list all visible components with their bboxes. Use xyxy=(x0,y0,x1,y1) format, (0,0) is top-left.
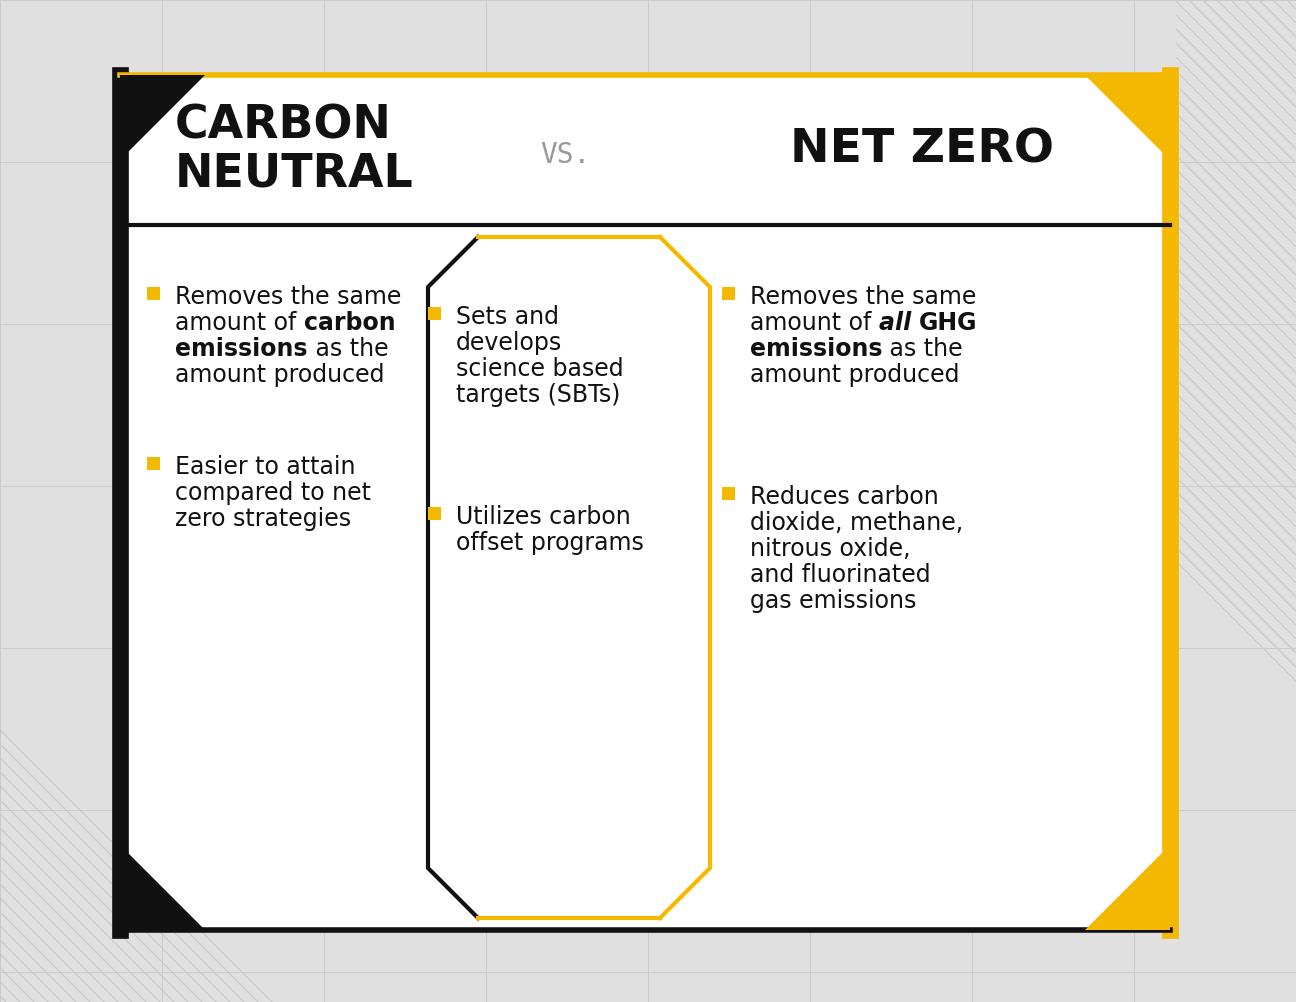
Text: nitrous oxide,: nitrous oxide, xyxy=(750,537,911,561)
Text: carbon: carbon xyxy=(303,311,395,335)
Text: as the: as the xyxy=(307,337,388,361)
Text: Sets and: Sets and xyxy=(456,305,559,329)
Polygon shape xyxy=(1085,845,1170,930)
FancyBboxPatch shape xyxy=(428,507,441,520)
Text: GHG: GHG xyxy=(919,311,978,335)
FancyBboxPatch shape xyxy=(146,287,159,300)
Polygon shape xyxy=(428,237,710,918)
FancyBboxPatch shape xyxy=(428,307,441,320)
Text: Utilizes carbon: Utilizes carbon xyxy=(456,505,631,529)
Text: VS.: VS. xyxy=(540,141,590,169)
Text: science based: science based xyxy=(456,357,623,381)
Text: NET ZERO: NET ZERO xyxy=(791,127,1054,172)
FancyBboxPatch shape xyxy=(722,287,735,300)
Polygon shape xyxy=(1085,75,1170,160)
Text: gas emissions: gas emissions xyxy=(750,589,916,613)
Text: emissions: emissions xyxy=(175,337,307,361)
Text: zero strategies: zero strategies xyxy=(175,507,351,531)
Polygon shape xyxy=(121,845,205,930)
Text: amount of: amount of xyxy=(175,311,303,335)
Text: amount produced: amount produced xyxy=(175,363,385,387)
Text: targets (SBTs): targets (SBTs) xyxy=(456,383,621,407)
FancyBboxPatch shape xyxy=(722,487,735,500)
Text: offset programs: offset programs xyxy=(456,531,644,555)
Polygon shape xyxy=(121,75,205,160)
Text: as the: as the xyxy=(883,337,963,361)
Text: Removes the same: Removes the same xyxy=(175,285,402,309)
Text: all: all xyxy=(879,311,919,335)
Text: dioxide, methane,: dioxide, methane, xyxy=(750,511,963,535)
Text: emissions: emissions xyxy=(750,337,883,361)
Text: amount of: amount of xyxy=(750,311,879,335)
Text: Easier to attain: Easier to attain xyxy=(175,455,355,479)
Text: Reduces carbon: Reduces carbon xyxy=(750,485,938,509)
Text: and fluorinated: and fluorinated xyxy=(750,563,931,587)
Text: compared to net: compared to net xyxy=(175,481,371,505)
Text: Removes the same: Removes the same xyxy=(750,285,976,309)
Text: CARBON
NEUTRAL: CARBON NEUTRAL xyxy=(175,103,413,196)
FancyBboxPatch shape xyxy=(121,75,1170,930)
Text: develops: develops xyxy=(456,331,562,355)
FancyBboxPatch shape xyxy=(146,457,159,470)
Text: amount produced: amount produced xyxy=(750,363,959,387)
